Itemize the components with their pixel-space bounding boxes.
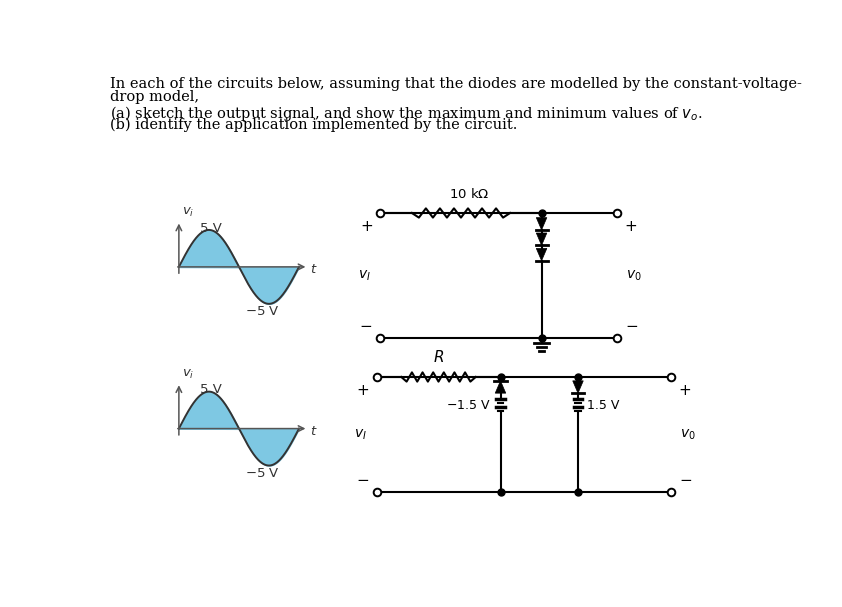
Text: $-$: $-$ (355, 471, 369, 486)
Text: +: + (360, 219, 373, 234)
Text: $v_I$: $v_I$ (354, 427, 367, 442)
Text: $R$: $R$ (433, 348, 444, 365)
Text: (a) sketch the output signal, and show the maximum and minimum values of $v_o$.: (a) sketch the output signal, and show t… (110, 104, 702, 123)
Polygon shape (495, 381, 506, 393)
Text: $t$: $t$ (310, 425, 317, 438)
Text: $t$: $t$ (310, 263, 317, 276)
Text: $v_i$: $v_i$ (182, 206, 195, 219)
Text: $-$5 V: $-$5 V (245, 467, 280, 480)
Text: $v_I$: $v_I$ (358, 268, 371, 283)
Text: 5 V: 5 V (200, 222, 222, 234)
Text: In each of the circuits below, assuming that the diodes are modelled by the cons: In each of the circuits below, assuming … (110, 78, 802, 92)
Text: +: + (679, 384, 691, 398)
Text: $v_0$: $v_0$ (680, 427, 696, 442)
Polygon shape (536, 233, 546, 245)
Text: $-$5 V: $-$5 V (245, 305, 280, 319)
Text: +: + (625, 219, 637, 234)
Text: $v_i$: $v_i$ (182, 368, 195, 381)
Text: drop model,: drop model, (110, 90, 199, 104)
Text: 5 V: 5 V (200, 383, 222, 396)
Text: +: + (356, 384, 369, 398)
Text: $-$1.5 V: $-$1.5 V (446, 399, 491, 412)
Text: 10 k$\Omega$: 10 k$\Omega$ (449, 187, 489, 201)
Polygon shape (536, 217, 546, 230)
Text: $v_0$: $v_0$ (626, 268, 642, 283)
Text: 1.5 V: 1.5 V (588, 399, 620, 412)
Text: $-$: $-$ (679, 471, 692, 486)
Text: $-$: $-$ (360, 317, 373, 332)
Text: (b) identify the application implemented by the circuit.: (b) identify the application implemented… (110, 118, 517, 132)
Text: $-$: $-$ (625, 317, 637, 332)
Polygon shape (573, 381, 584, 393)
Polygon shape (536, 248, 546, 261)
